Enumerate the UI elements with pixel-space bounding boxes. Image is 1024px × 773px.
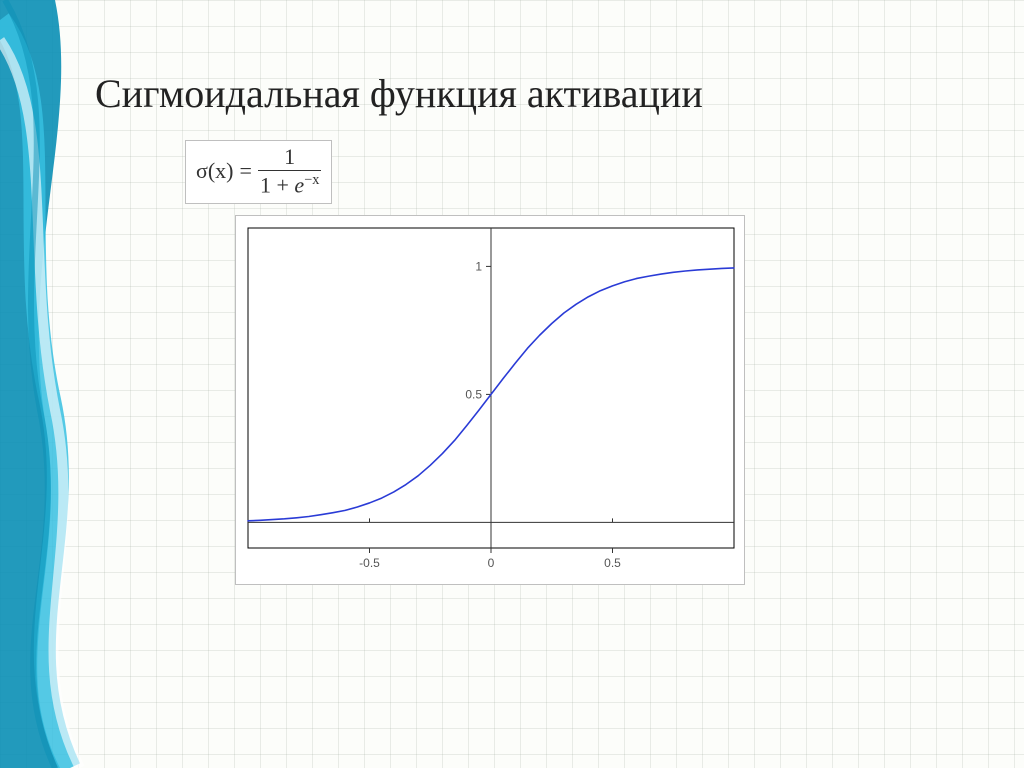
fraction-bar bbox=[258, 170, 321, 171]
svg-text:0: 0 bbox=[488, 556, 495, 570]
svg-text:1: 1 bbox=[475, 259, 482, 273]
sigmoid-chart-svg: -0.5 0 0.5 0.5 1 bbox=[236, 216, 746, 586]
denominator-base: e bbox=[294, 172, 304, 197]
sigmoid-chart: -0.5 0 0.5 0.5 1 bbox=[235, 215, 745, 585]
svg-text:0.5: 0.5 bbox=[465, 387, 482, 401]
slide-title: Сигмоидальная функция активации bbox=[95, 70, 703, 117]
formula-lhs: σ(x) bbox=[196, 158, 234, 184]
svg-text:-0.5: -0.5 bbox=[359, 556, 380, 570]
denominator-prefix: 1 + bbox=[260, 172, 294, 197]
equals-sign: = bbox=[240, 158, 252, 184]
formula-fraction: 1 1 + e−x bbox=[258, 145, 321, 197]
denominator-exponent: −x bbox=[304, 172, 319, 188]
formula-box: σ(x) = 1 1 + e−x bbox=[185, 140, 332, 204]
formula-denominator: 1 + e−x bbox=[258, 173, 321, 196]
slide: Сигмоидальная функция активации σ(x) = 1… bbox=[0, 0, 1024, 768]
formula-numerator: 1 bbox=[282, 145, 297, 168]
svg-text:0.5: 0.5 bbox=[604, 556, 621, 570]
